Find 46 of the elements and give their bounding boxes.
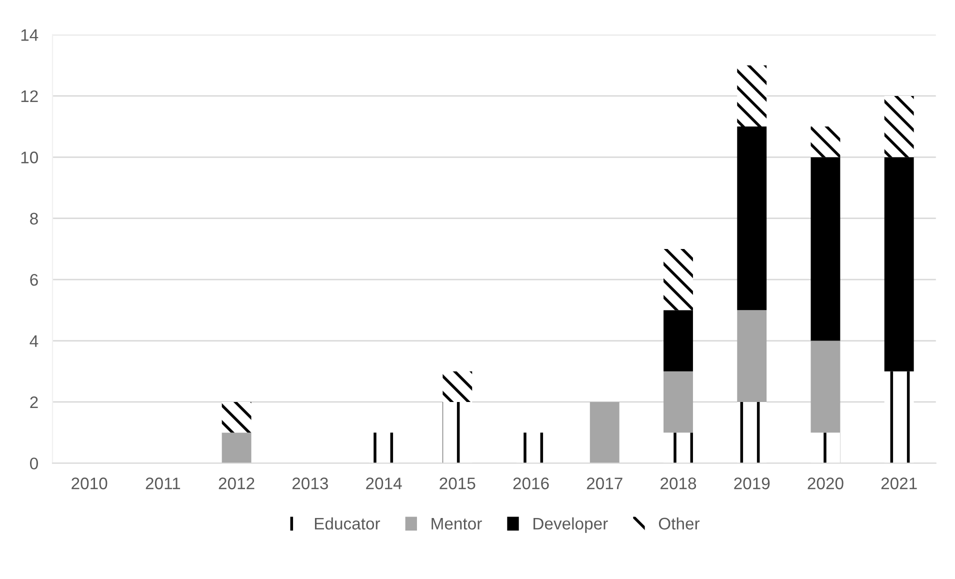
bar	[884, 96, 914, 158]
y-tick-label: 14	[21, 29, 38, 41]
bar	[737, 402, 767, 464]
y-tick-label: 12	[21, 90, 38, 102]
legend-label: Other	[658, 517, 700, 530]
bar	[737, 65, 767, 127]
y-tick-label: 10	[21, 152, 38, 164]
bar	[442, 371, 472, 402]
y-tick-label: 4	[30, 335, 38, 347]
bar	[884, 157, 914, 372]
bar	[222, 402, 252, 433]
legend-label: Educator	[314, 517, 380, 530]
bar	[810, 126, 840, 158]
x-tick-label: 2013	[292, 478, 328, 490]
legend-label: Developer	[534, 517, 608, 533]
bar	[590, 402, 620, 464]
bar	[810, 340, 840, 433]
y-tick-label: 8	[30, 212, 38, 225]
legend-label: Mentor	[432, 518, 482, 530]
y-tick-label: 6	[30, 274, 38, 286]
y-tick-label: 2	[30, 396, 38, 408]
bar	[737, 310, 767, 402]
x-tick-label: 2018	[660, 478, 696, 490]
x-tick-label: 2019	[734, 478, 770, 490]
bar	[664, 432, 693, 464]
x-tick-label: 2016	[513, 478, 549, 490]
bar	[810, 432, 840, 464]
x-tick-label: 2015	[440, 478, 476, 490]
bar	[222, 432, 252, 464]
bar	[369, 432, 399, 464]
bar	[516, 432, 546, 464]
y-tick-label: 0	[30, 458, 38, 470]
bar	[664, 248, 693, 310]
bar	[810, 157, 840, 341]
x-tick-label: 2020	[808, 478, 844, 490]
x-tick-label: 2017	[586, 478, 622, 490]
x-tick-label: 2011	[146, 478, 180, 490]
x-tick-label: 2014	[366, 478, 402, 490]
x-tick-label: 2021	[881, 478, 917, 490]
bar	[737, 126, 767, 310]
bar	[664, 310, 693, 372]
bar	[442, 402, 472, 464]
bar	[884, 371, 914, 464]
x-tick-label: 2012	[218, 478, 254, 490]
x-tick-label: 2010	[72, 478, 108, 490]
bar	[664, 371, 693, 433]
